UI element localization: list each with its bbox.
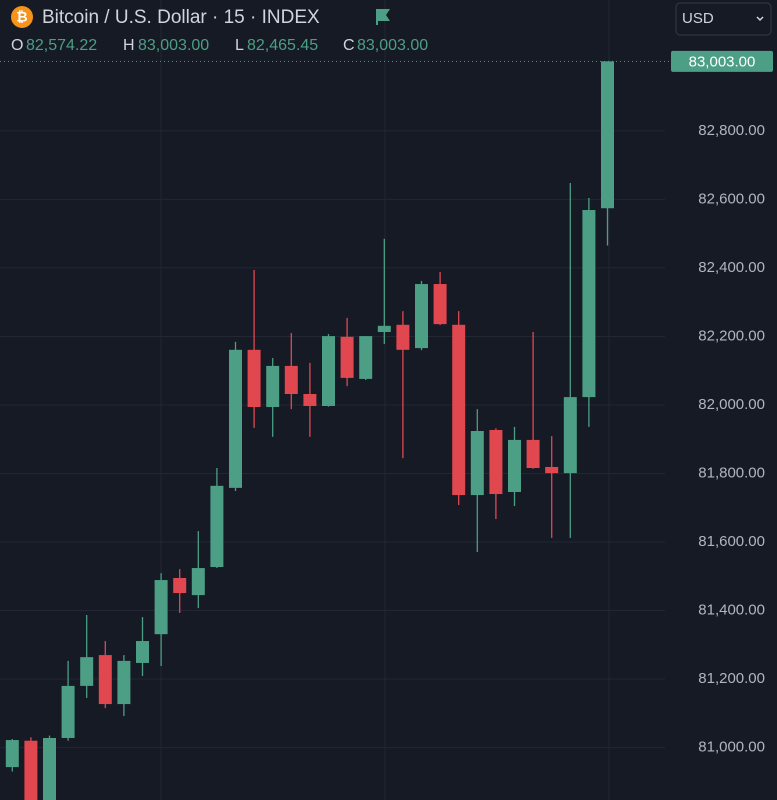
candle-body — [80, 657, 94, 686]
last-price-label: 83,003.00 — [689, 53, 756, 70]
ohlc-key: H — [123, 37, 135, 54]
currency-select[interactable] — [675, 2, 772, 36]
candle-body — [247, 349, 261, 408]
candle-body — [117, 660, 131, 705]
candle-body — [545, 466, 559, 474]
candle-body — [322, 336, 335, 406]
candle-body — [98, 655, 112, 705]
candle-body — [415, 284, 428, 349]
ohlc-key: O — [11, 37, 23, 54]
ohlc-value: 82,574.22 — [26, 37, 97, 54]
candle-body — [229, 349, 242, 488]
candle-body — [191, 568, 205, 596]
candle-body — [359, 336, 373, 379]
ohlc-value: 82,465.45 — [247, 37, 318, 54]
ohlc-value: 83,003.00 — [138, 37, 209, 54]
y-tick-label: 82,400.00 — [698, 259, 765, 276]
candle-body — [489, 429, 503, 495]
candle-body — [601, 61, 614, 209]
header: ₿ Bitcoin / U.S. Dollar · 15 · INDEX O 82… — [11, 2, 772, 54]
y-tick-label: 81,400.00 — [698, 602, 765, 619]
ohlc-legend: O 82,574.22 H 83,003.00 L 82,465.45 C 83,003.00 — [11, 37, 428, 54]
ohlc-key: L — [235, 37, 244, 54]
symbol-title: Bitcoin / U.S. Dollar · 15 · INDEX — [42, 7, 320, 28]
plot: 81,000.00 81,200.00 81,400.00 81,600.00 81,8… — [0, 50, 773, 800]
candle-body — [266, 365, 280, 408]
flag-icon — [376, 9, 390, 25]
last-price-tag — [671, 50, 773, 72]
chevron-icon — [756, 16, 764, 22]
y-tick-label: 81,600.00 — [698, 533, 765, 550]
y-tick-label: 81,800.00 — [698, 464, 765, 481]
y-tick-label: 82,000.00 — [698, 396, 765, 413]
candle-body — [470, 431, 484, 496]
y-tick-label: 82,800.00 — [698, 122, 765, 139]
candle-body — [173, 577, 187, 594]
candle-body — [452, 324, 466, 496]
candle-body — [210, 485, 224, 568]
candle-body — [136, 641, 149, 663]
candle-body — [377, 325, 391, 332]
candle-body — [154, 580, 168, 635]
candle-body — [526, 439, 540, 469]
candle-body — [43, 737, 56, 800]
candle-body — [508, 439, 521, 492]
candle-body — [303, 394, 317, 406]
y-tick-label: 81,000.00 — [698, 739, 765, 756]
coin-symbol: ₿ — [16, 9, 27, 25]
currency-label: USD — [682, 10, 714, 27]
coin-icon — [11, 6, 33, 28]
candle-body — [396, 324, 410, 350]
candle-body — [24, 740, 38, 800]
y-tick-label: 81,200.00 — [698, 670, 765, 687]
y-tick-label: 82,600.00 — [698, 190, 765, 207]
candle-body — [582, 210, 596, 398]
candle-body — [340, 336, 354, 378]
ohlc-value: 83,003.00 — [357, 37, 428, 54]
ohlc-key: C — [343, 37, 355, 54]
candle-body — [284, 365, 298, 395]
candle-body — [61, 685, 75, 738]
candle-body — [563, 397, 577, 474]
candle-body — [5, 740, 19, 768]
candle-body — [433, 284, 447, 325]
y-tick-label: 82,200.00 — [698, 327, 765, 344]
